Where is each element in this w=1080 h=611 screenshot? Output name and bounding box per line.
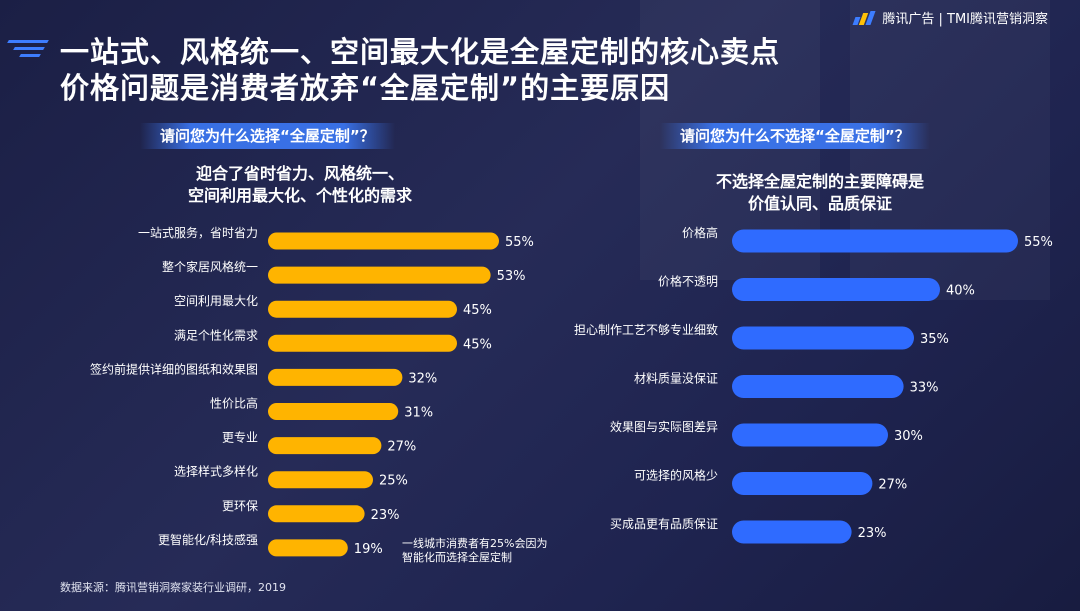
- right-value-label-6: 23%: [858, 526, 887, 541]
- left-subhead: 迎合了省时省力、风格统一、 空间利用最大化、个性化的需求: [150, 163, 450, 207]
- page-title-line-2: 价格问题是消费者放弃“全屋定制”的主要原因: [60, 71, 671, 105]
- left-subhead-line-1: 迎合了省时省力、风格统一、: [195, 164, 404, 183]
- right-bar-2: [732, 326, 914, 350]
- left-value-label-2: 45%: [463, 303, 492, 318]
- left-bar-3: [268, 334, 457, 352]
- right-bar-4: [732, 423, 888, 447]
- right-category-label-2: 担心制作工艺不够专业细致: [574, 322, 718, 337]
- left-value-label-8: 23%: [371, 508, 400, 523]
- left-bar-6: [268, 437, 382, 455]
- right-value-label-0: 55%: [1024, 235, 1053, 250]
- right-bar-3: [732, 375, 904, 398]
- page-title-line-1: 一站式、风格统一、空间最大化是全屋定制的核心卖点: [60, 35, 781, 69]
- right-subhead-line-1: 不选择全屋定制的主要障碍是: [715, 172, 924, 191]
- right-value-label-3: 33%: [910, 381, 939, 396]
- right-bar-6: [732, 520, 852, 544]
- left-value-label-6: 27%: [387, 440, 416, 455]
- left-value-label-1: 53%: [497, 269, 526, 284]
- data-source-note: 数据来源：腾讯营销洞察家装行业调研，2019: [60, 581, 286, 594]
- right-category-label-4: 效果图与实际图差异: [610, 419, 718, 434]
- left-category-label-3: 满足个性化需求: [174, 328, 258, 342]
- right-category-label-3: 材料质量没保证: [634, 371, 718, 386]
- left-bar-2: [268, 300, 457, 318]
- brand-logo-text: 腾讯广告 | TMI腾讯营销洞察: [882, 12, 1048, 27]
- left-bar-0: [268, 232, 499, 250]
- right-category-label-6: 买成品更有品质保证: [610, 517, 718, 531]
- left-chart-annotation-line-2: 智能化而选择全屋定制: [402, 551, 512, 564]
- left-bar-4: [268, 368, 403, 386]
- left-category-label-2: 空间利用最大化: [174, 294, 258, 308]
- left-question-label: 请问您为什么选择“全屋定制”？: [140, 123, 395, 149]
- page-title: 一站式、风格统一、空间最大化是全屋定制的核心卖点 价格问题是消费者放弃“全屋定制…: [60, 34, 780, 106]
- right-category-label-0: 价格高: [682, 225, 718, 240]
- left-chart-annotation-line-1: 一线城市消费者有25%会因为: [402, 537, 548, 550]
- right-value-label-1: 40%: [946, 284, 975, 299]
- right-bar-5: [732, 472, 873, 495]
- left-bar-8: [268, 505, 365, 523]
- left-chart-annotation: 一线城市消费者有25%会因为 智能化而选择全屋定制: [402, 537, 547, 565]
- right-subhead: 不选择全屋定制的主要障碍是 价值认同、品质保证: [670, 171, 970, 215]
- brand-logo: 腾讯广告 | TMI腾讯营销洞察: [852, 8, 1048, 27]
- right-category-label-5: 可选择的风格少: [634, 468, 718, 483]
- right-value-label-2: 35%: [920, 332, 949, 347]
- left-category-label-9: 更智能化/科技感强: [158, 532, 258, 547]
- left-category-label-0: 一站式服务，省时省力: [138, 225, 258, 240]
- right-subhead-line-2: 价值认同、品质保证: [747, 194, 892, 213]
- left-bar-1: [268, 266, 491, 284]
- left-bar-5: [268, 403, 399, 420]
- right-bar-0: [732, 229, 1018, 253]
- left-bar-7: [268, 471, 373, 489]
- left-value-label-0: 55%: [505, 235, 534, 250]
- left-subhead-line-2: 空间利用最大化、个性化的需求: [187, 186, 412, 205]
- right-bar-1: [732, 278, 940, 301]
- left-category-label-7: 选择样式多样化: [174, 464, 258, 479]
- right-value-label-4: 30%: [894, 429, 923, 444]
- left-value-label-9: 19%: [354, 542, 383, 557]
- left-value-label-5: 31%: [404, 406, 433, 421]
- left-category-label-4: 签约前提供详细的图纸和效果图: [90, 361, 258, 376]
- right-value-label-5: 27%: [878, 478, 907, 493]
- left-value-label-7: 25%: [379, 474, 408, 489]
- left-bar-9: [268, 539, 348, 557]
- left-category-label-6: 更专业: [222, 430, 258, 445]
- right-question-label: 请问您为什么不选择“全屋定制”？: [660, 123, 930, 149]
- left-category-label-8: 更环保: [222, 499, 258, 513]
- left-value-label-3: 45%: [463, 337, 492, 352]
- left-category-label-1: 整个家居风格统一: [162, 259, 258, 274]
- right-category-label-1: 价格不透明: [658, 274, 718, 289]
- left-value-label-4: 32%: [408, 371, 437, 386]
- left-category-label-5: 性价比高: [210, 396, 258, 411]
